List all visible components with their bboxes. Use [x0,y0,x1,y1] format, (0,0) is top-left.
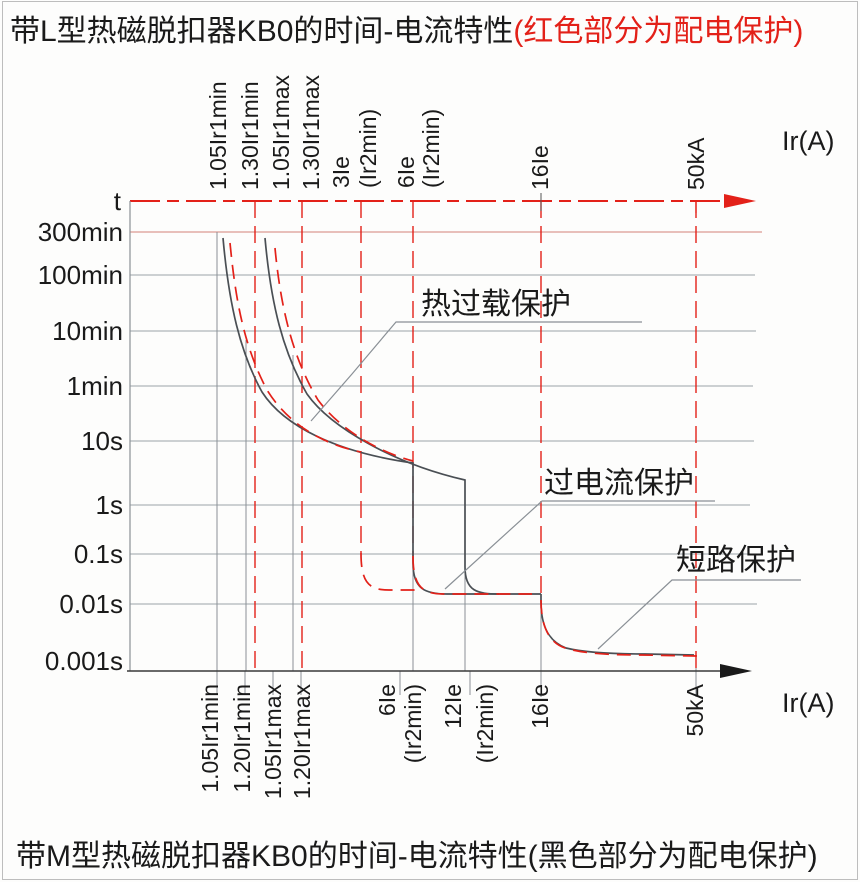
ytick-10min: 10min [52,316,123,346]
toptick-3Ie: 3Ie [328,156,354,188]
short-circuit-leader [597,579,801,650]
bottom-axis-unit-label: Ir(A) [782,688,834,718]
bottick-1.20Ir1max: 1.20Ir1max [289,684,315,800]
bottick-6Ie: 6Ie [374,684,400,716]
ytick-1min: 1min [67,371,123,401]
toptick-3Ie-Ir2min: (Ir2min) [355,109,381,188]
bottick-50kA: 50kA [682,683,708,736]
l-type-min-plateau [360,552,415,591]
ytick-0.001s: 0.001s [45,646,123,676]
thermal-protection-label: 热过载保护 [421,288,571,321]
bottick-12Ie-Ir2min: (Ir2min) [472,684,498,763]
top-axis [130,193,756,213]
y-tick-labels: 300min 100min 10min 1min 10s 1s 0.1s 0.0… [38,217,123,676]
overcurrent-protection-label: 过电流保护 [544,467,694,500]
gridlines-horizontal [130,231,762,605]
bottom-tick-labels: 1.05Ir1min 1.20Ir1min 1.05Ir1max 1.20Ir1… [197,683,708,799]
bottick-6Ie-Ir2min: (Ir2min) [400,684,426,763]
bottom-axis-ticks [216,671,697,697]
toptick-6Ie: 6Ie [393,156,419,188]
bottom-axis [127,664,752,678]
top-title-black: 带L型热磁脱扣器KB0的时间-电流特性 [10,15,513,48]
ytick-300min: 300min [38,217,123,247]
toptick-6Ie-Ir2min: (Ir2min) [418,109,444,188]
l-type-max-curve [274,247,414,462]
ytick-10s: 10s [81,426,123,456]
toptick-1.05Ir1min: 1.05Ir1min [205,81,231,190]
toptick-1.30Ir1max: 1.30Ir1max [298,74,324,190]
top-tick-labels: 1.05Ir1min 1.30Ir1min 1.05Ir1max 1.30Ir1… [205,74,709,190]
m-type-short-circuit-step [540,594,695,656]
top-axis-arrow [724,194,756,208]
short-circuit-protection-label: 短路保护 [676,544,796,577]
ytick-100min: 100min [38,260,123,290]
l-type-short-circuit-step [540,599,698,657]
bottick-1.05Ir1min: 1.05Ir1min [197,684,223,793]
bottick-1.05Ir1max: 1.05Ir1max [260,684,286,800]
toptick-1.05Ir1max: 1.05Ir1max [268,74,294,190]
l-type-curves [229,242,698,657]
ytick-0.01s: 0.01s [59,589,123,619]
t-axis-label: t [114,186,122,216]
leader-lines [310,321,801,650]
top-title-red: (红色部分为配电保护) [513,15,803,48]
top-axis-unit-label: Ir(A) [782,126,834,156]
m-type-max-curve [264,237,500,595]
l-type-min-curve [229,242,362,453]
ytick-1s: 1s [96,490,123,520]
l-type-max-plateau [412,555,532,595]
bottom-title: 带M型热磁脱扣器KB0的时间-电流特性(黑色部分为配电保护) [16,840,818,873]
top-title: 带L型热磁脱扣器KB0的时间-电流特性(红色部分为配电保护) [10,15,803,48]
overcurrent-leader [444,500,715,590]
toptick-1.30Ir1min: 1.30Ir1min [237,81,263,190]
toptick-16Ie: 16Ie [527,145,553,190]
bottick-12Ie: 12Ie [440,684,466,729]
bottom-axis-arrow [720,664,752,678]
bottick-1.20Ir1min: 1.20Ir1min [229,684,255,793]
reference-lines-red [254,201,697,671]
thermal-leader [310,321,642,422]
bottick-16Ie: 16Ie [527,684,553,729]
toptick-50kA: 50kA [683,137,709,190]
ytick-0.1s: 0.1s [74,539,123,569]
